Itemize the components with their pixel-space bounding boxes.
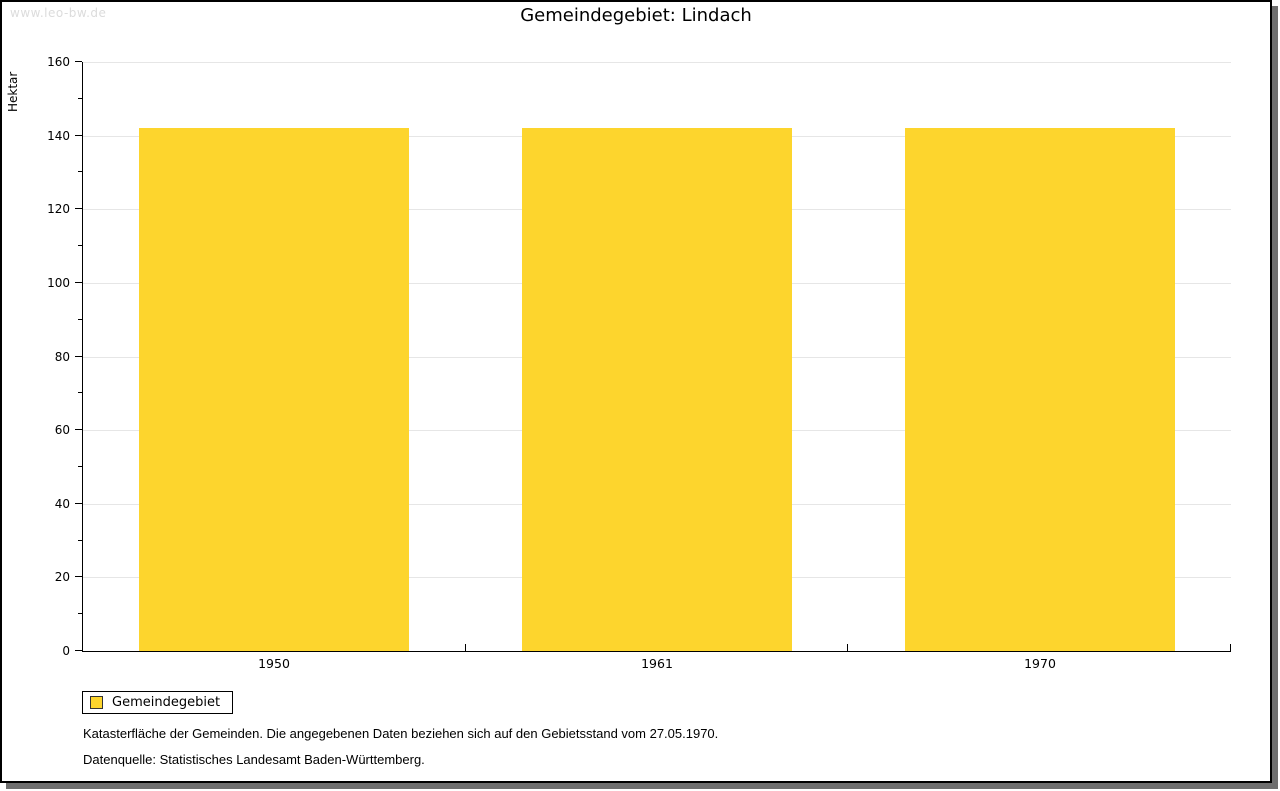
- y-minor-tick: [78, 392, 82, 394]
- y-major-tick: [75, 429, 82, 431]
- y-major-tick: [75, 281, 82, 283]
- x-boundary-tick: [847, 644, 848, 651]
- y-minor-tick: [78, 465, 82, 467]
- y-major-tick: [75, 502, 82, 504]
- y-tick-label: 60: [54, 423, 70, 438]
- y-tick-label: 40: [54, 496, 70, 511]
- grid-line: [83, 62, 1231, 63]
- y-major-tick: [75, 576, 82, 578]
- y-major-tick: [75, 134, 82, 136]
- x-axis-label: 1961: [641, 656, 673, 671]
- plot-area: 0 20 40 60 80 100 120 140 160 1950 1961 1970: [47, 55, 1231, 671]
- y-minor-tick: [78, 613, 82, 615]
- y-major-tick: [75, 650, 82, 651]
- bar: [139, 128, 409, 651]
- bar: [905, 128, 1175, 651]
- y-tick-label: 80: [54, 349, 70, 364]
- chart-title: Gemeindegebiet: Lindach: [520, 5, 752, 26]
- y-major-tick: [75, 61, 82, 62]
- y-minor-tick: [78, 171, 82, 173]
- y-tick-label: 20: [54, 570, 70, 585]
- y-tick-label: 140: [47, 128, 70, 143]
- x-axis-label: 1950: [258, 656, 290, 671]
- y-major-tick: [75, 208, 82, 210]
- y-axis-title: Hektar: [6, 71, 20, 112]
- x-axis-label: 1970: [1024, 656, 1056, 671]
- legend-swatch-gemeindegebiet: [90, 696, 103, 709]
- footnote-line-1: Katasterfläche der Gemeinden. Die angege…: [83, 726, 719, 741]
- bar: [522, 128, 792, 651]
- legend: Gemeindegebiet: [82, 691, 234, 714]
- y-minor-tick: [78, 539, 82, 541]
- y-tick-label: 120: [47, 202, 70, 217]
- y-tick-label: 0: [62, 644, 70, 658]
- x-boundary-tick: [1230, 644, 1231, 651]
- y-minor-tick: [78, 318, 82, 320]
- y-minor-tick: [78, 245, 82, 247]
- y-major-tick: [75, 355, 82, 357]
- y-tick-label: 160: [47, 55, 70, 69]
- y-tick-label: 100: [47, 275, 70, 290]
- x-boundary-tick: [465, 644, 466, 651]
- y-minor-tick: [78, 97, 82, 99]
- watermark: www.leo-bw.de: [10, 6, 107, 20]
- footnote-line-2: Datenquelle: Statistisches Landesamt Bad…: [83, 752, 425, 767]
- legend-label: Gemeindegebiet: [112, 695, 221, 710]
